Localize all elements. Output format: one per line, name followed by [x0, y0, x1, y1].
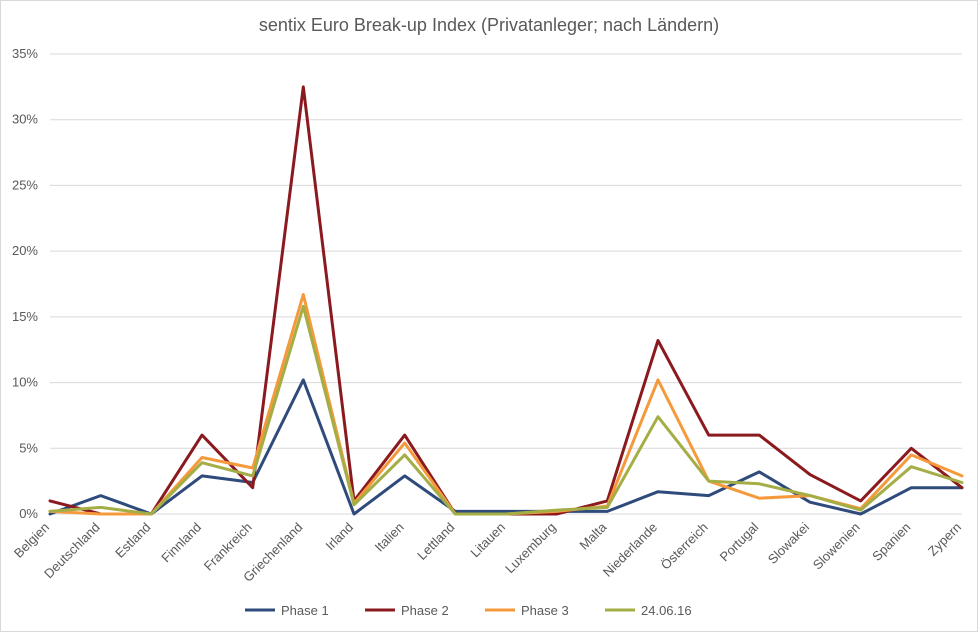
x-tick-label: Lettland	[414, 520, 457, 563]
gridlines	[50, 53, 962, 515]
y-tick-label: 10%	[12, 375, 38, 390]
x-tick-label: Niederlande	[600, 520, 660, 580]
legend-label: 24.06.16	[641, 603, 692, 618]
x-tick-label: Belgien	[11, 520, 52, 561]
x-tick-label: Spanien	[869, 520, 913, 564]
y-tick-label: 15%	[12, 309, 38, 324]
y-tick-label: 0%	[19, 506, 38, 521]
series-line	[48, 378, 964, 516]
y-tick-label: 35%	[12, 46, 38, 61]
y-tick-label: 20%	[12, 243, 38, 258]
x-tick-label: Malta	[576, 519, 610, 553]
x-tick-label: Portugal	[717, 519, 762, 564]
y-tick-label: 25%	[12, 177, 38, 192]
x-tick-label: Slowakei	[765, 519, 812, 566]
series-group	[48, 85, 964, 516]
x-tick-label: Irland	[323, 520, 357, 554]
x-tick-label: Finnland	[158, 520, 204, 566]
y-tick-label: 5%	[19, 440, 38, 455]
x-tick-label: Slowenien	[810, 520, 863, 573]
legend: Phase 1 Phase 2 Phase 3 24.06.16	[245, 603, 692, 618]
x-tick-label: Estland	[112, 520, 153, 561]
legend-label: Phase 2	[401, 603, 449, 618]
legend-label: Phase 3	[521, 603, 569, 618]
x-tick-label: Luxemburg	[502, 520, 559, 577]
x-tick-label: Litauen	[467, 520, 508, 561]
x-tick-label: Zypern	[925, 520, 964, 559]
x-tick-label: Frankreich	[201, 520, 255, 574]
series-line	[48, 304, 964, 516]
chart-title: sentix Euro Break-up Index (Privatanlege…	[259, 15, 719, 35]
x-tick-label: Österreich	[658, 520, 711, 573]
series-line	[48, 85, 964, 516]
y-tick-label: 30%	[12, 112, 38, 127]
legend-label: Phase 1	[281, 603, 329, 618]
y-axis: 0% 5% 10% 15% 20% 25% 30% 35%	[12, 46, 38, 521]
x-tick-label: Italien	[372, 520, 407, 555]
